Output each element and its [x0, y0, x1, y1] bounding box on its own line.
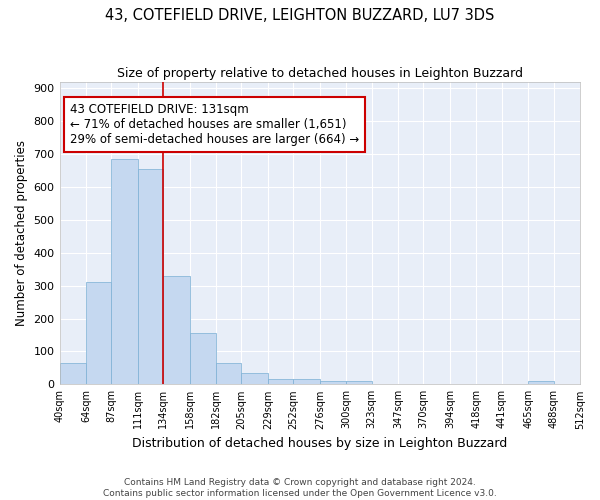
Bar [163, 276, 190, 384]
Bar [190, 334, 216, 384]
Bar [346, 381, 371, 384]
Bar [59, 363, 86, 384]
Bar [293, 380, 320, 384]
Title: Size of property relative to detached houses in Leighton Buzzard: Size of property relative to detached ho… [117, 68, 523, 80]
Bar [528, 381, 554, 384]
Text: 43, COTEFIELD DRIVE, LEIGHTON BUZZARD, LU7 3DS: 43, COTEFIELD DRIVE, LEIGHTON BUZZARD, L… [106, 8, 494, 22]
Bar [268, 380, 293, 384]
Bar [216, 363, 241, 384]
Bar [112, 159, 138, 384]
Bar [320, 381, 346, 384]
Y-axis label: Number of detached properties: Number of detached properties [15, 140, 28, 326]
Text: Contains HM Land Registry data © Crown copyright and database right 2024.
Contai: Contains HM Land Registry data © Crown c… [103, 478, 497, 498]
Bar [138, 169, 163, 384]
Bar [86, 282, 112, 384]
Text: 43 COTEFIELD DRIVE: 131sqm
← 71% of detached houses are smaller (1,651)
29% of s: 43 COTEFIELD DRIVE: 131sqm ← 71% of deta… [70, 103, 359, 146]
X-axis label: Distribution of detached houses by size in Leighton Buzzard: Distribution of detached houses by size … [132, 437, 508, 450]
Bar [241, 373, 268, 384]
